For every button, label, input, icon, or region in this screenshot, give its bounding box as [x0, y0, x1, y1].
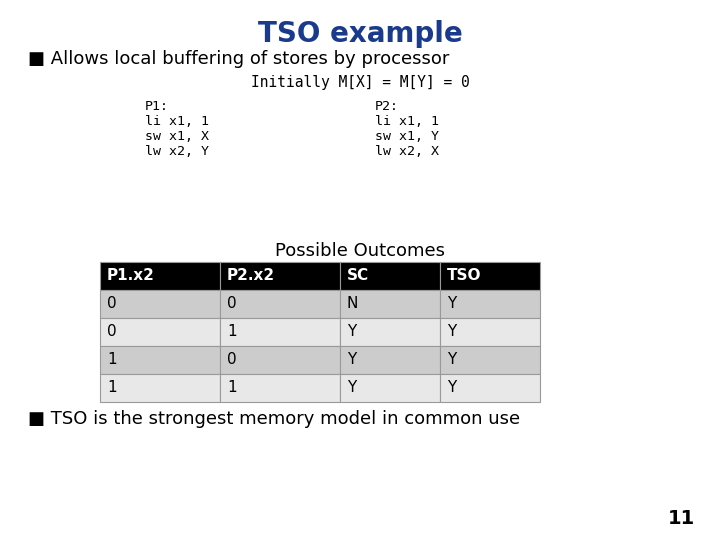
Text: TSO example: TSO example — [258, 20, 462, 48]
Text: 0: 0 — [227, 353, 237, 368]
Text: P1.x2: P1.x2 — [107, 268, 155, 284]
Text: 11: 11 — [667, 509, 695, 528]
Bar — [440, 262, 540, 290]
Text: Y: Y — [447, 296, 456, 312]
Bar — [100, 374, 220, 402]
Bar — [220, 290, 340, 318]
Bar — [220, 262, 340, 290]
Text: P1:: P1: — [145, 100, 169, 113]
Text: lw x2, Y: lw x2, Y — [145, 145, 209, 158]
Text: P2.x2: P2.x2 — [227, 268, 275, 284]
Text: 1: 1 — [227, 381, 237, 395]
Bar — [220, 374, 340, 402]
Text: Y: Y — [347, 353, 356, 368]
Text: 1: 1 — [107, 353, 117, 368]
Text: SC: SC — [347, 268, 369, 284]
Text: ■ Allows local buffering of stores by processor: ■ Allows local buffering of stores by pr… — [28, 50, 449, 68]
Text: ■ TSO is the strongest memory model in common use: ■ TSO is the strongest memory model in c… — [28, 410, 520, 428]
Text: lw x2, X: lw x2, X — [375, 145, 439, 158]
Bar — [440, 290, 540, 318]
Text: Initially M[X] = M[Y] = 0: Initially M[X] = M[Y] = 0 — [251, 75, 469, 90]
Bar — [340, 290, 440, 318]
Text: P2:: P2: — [375, 100, 399, 113]
Bar — [440, 374, 540, 402]
Bar — [220, 318, 340, 346]
Text: N: N — [347, 296, 359, 312]
Text: Y: Y — [347, 381, 356, 395]
Bar — [340, 318, 440, 346]
Bar — [100, 262, 220, 290]
Text: 0: 0 — [227, 296, 237, 312]
Text: Y: Y — [347, 325, 356, 340]
Text: li x1, 1: li x1, 1 — [145, 115, 209, 128]
Text: li x1, 1: li x1, 1 — [375, 115, 439, 128]
Text: sw x1, X: sw x1, X — [145, 130, 209, 143]
Text: Y: Y — [447, 353, 456, 368]
Bar — [340, 346, 440, 374]
Bar — [440, 346, 540, 374]
Bar — [100, 346, 220, 374]
Text: Y: Y — [447, 381, 456, 395]
Bar — [100, 290, 220, 318]
Bar — [220, 346, 340, 374]
Text: 0: 0 — [107, 325, 117, 340]
Text: 1: 1 — [107, 381, 117, 395]
Bar — [100, 318, 220, 346]
Bar — [340, 262, 440, 290]
Text: TSO: TSO — [447, 268, 482, 284]
Text: 1: 1 — [227, 325, 237, 340]
Text: sw x1, Y: sw x1, Y — [375, 130, 439, 143]
Text: Y: Y — [447, 325, 456, 340]
Bar — [340, 374, 440, 402]
Bar — [440, 318, 540, 346]
Text: 0: 0 — [107, 296, 117, 312]
Text: Possible Outcomes: Possible Outcomes — [275, 242, 445, 260]
